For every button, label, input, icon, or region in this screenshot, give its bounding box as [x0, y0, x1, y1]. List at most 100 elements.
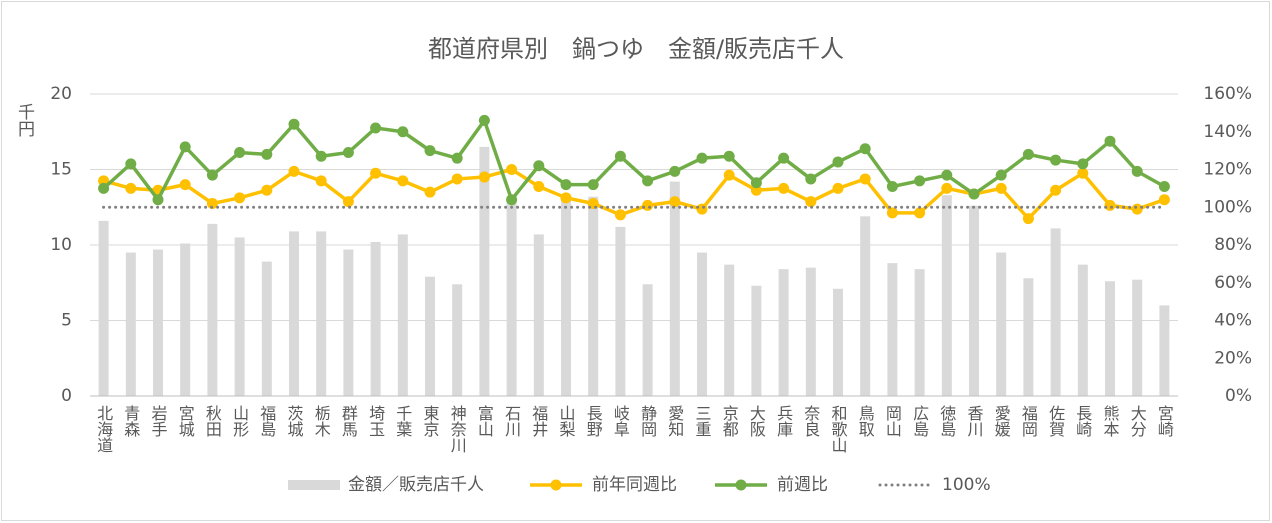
y2-tick-label: 100%: [1203, 197, 1252, 217]
marker: [642, 175, 654, 187]
marker: [288, 118, 300, 130]
x-tick-label: 秋田: [203, 405, 222, 437]
bar: [98, 220, 109, 396]
x-tick-label: 北海道: [94, 405, 113, 453]
bar: [234, 237, 245, 396]
y-tick-label: 20: [50, 84, 72, 104]
marker: [941, 169, 953, 181]
x-tick-label: 千葉: [393, 405, 412, 437]
marker: [342, 196, 354, 208]
marker: [1050, 154, 1062, 166]
marker: [506, 194, 518, 206]
marker: [533, 160, 545, 172]
marker: [832, 182, 844, 194]
y2-tick-label: 120%: [1203, 160, 1252, 180]
bar: [669, 181, 680, 396]
bar: [969, 205, 979, 396]
marker: [533, 180, 545, 192]
marker: [288, 165, 300, 177]
legend-swatch: [288, 480, 340, 490]
x-tick-label: 鳥取: [856, 405, 875, 437]
x-tick-label: 愛媛: [992, 405, 1011, 437]
x-tick-label: 岡山: [883, 405, 902, 437]
marker: [914, 175, 926, 187]
bar: [479, 146, 490, 396]
marker: [914, 207, 926, 219]
bar: [724, 264, 735, 396]
x-tick-label: 福井: [529, 405, 548, 437]
x-tick-label: 宮城: [176, 405, 195, 438]
marker: [370, 122, 382, 134]
marker: [696, 152, 708, 164]
bar: [1023, 278, 1034, 396]
marker: [859, 143, 871, 155]
bar: [914, 269, 925, 396]
marker: [478, 114, 490, 126]
bar: [125, 252, 136, 396]
marker: [1158, 194, 1170, 206]
legend-label: 前年同週比: [592, 475, 677, 495]
marker: [995, 182, 1007, 194]
x-tick-label: 長野: [584, 405, 603, 437]
bar: [941, 195, 952, 396]
marker: [642, 199, 654, 211]
marker: [587, 179, 599, 191]
marker: [451, 152, 463, 164]
marker: [805, 173, 817, 185]
bar: [180, 243, 191, 396]
x-tick-label: 熊本: [1101, 405, 1120, 437]
x-tick-label: 大阪: [747, 405, 766, 437]
x-tick-label: 広島: [910, 405, 929, 437]
marker: [206, 169, 218, 181]
marker: [1131, 203, 1143, 215]
marker: [397, 175, 409, 187]
marker: [1022, 148, 1034, 160]
marker: [995, 169, 1007, 181]
marker: [1104, 135, 1116, 147]
x-tick-label: 静岡: [638, 405, 657, 438]
x-tick-label: 宮崎: [1155, 405, 1174, 437]
legend-label: 金額／販売店千人: [348, 475, 484, 495]
bar: [425, 276, 435, 396]
bar: [561, 199, 571, 396]
bar: [805, 267, 816, 396]
marker: [1077, 167, 1089, 179]
marker: [941, 182, 953, 194]
y2-tick-label: 0%: [1225, 386, 1252, 406]
bar: [452, 284, 463, 396]
bar: [207, 223, 218, 396]
marker: [723, 169, 735, 181]
marker: [886, 180, 898, 192]
x-tick-label: 香川: [965, 405, 984, 437]
bar: [153, 249, 163, 396]
marker: [342, 147, 354, 159]
x-tick-label: 大分: [1128, 405, 1147, 438]
marker: [968, 188, 980, 200]
marker: [805, 196, 817, 208]
marker: [478, 171, 490, 183]
bar: [588, 196, 599, 396]
x-tick-label: 岐阜: [611, 405, 630, 437]
marker: [1131, 165, 1143, 177]
marker: [261, 184, 273, 196]
marker: [750, 184, 762, 196]
bar: [533, 234, 544, 396]
marker: [424, 145, 436, 157]
bar: [860, 216, 871, 396]
x-tick-label: 兵庫: [774, 405, 793, 437]
bar: [996, 252, 1007, 396]
marker: [696, 203, 708, 215]
x-tick-label: 福岡: [1019, 405, 1038, 438]
bar: [615, 226, 626, 396]
x-tick-label: 佐賀: [1046, 405, 1065, 437]
bar: [1132, 279, 1143, 396]
x-tick-label: 愛知: [665, 405, 684, 437]
legend-label: 前週比: [777, 475, 828, 495]
y2-tick-label: 40%: [1214, 311, 1252, 331]
y2-tick-label: 60%: [1214, 273, 1252, 293]
x-tick-label: 群馬: [339, 405, 358, 438]
marker: [315, 175, 327, 187]
legend-label: 100%: [942, 475, 991, 495]
